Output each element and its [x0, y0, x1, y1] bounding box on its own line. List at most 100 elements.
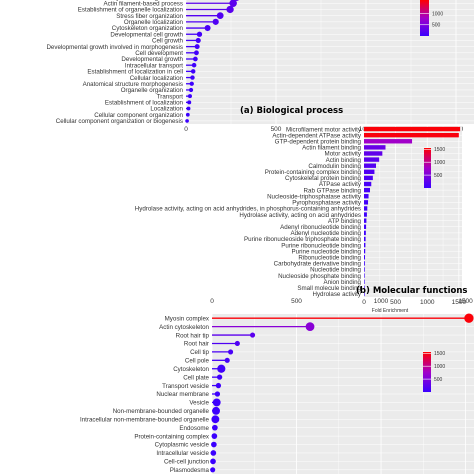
p2-bar — [364, 218, 366, 222]
p3-point — [306, 322, 315, 331]
p3-point — [212, 433, 218, 439]
p1-point — [194, 50, 199, 55]
p2-bar — [364, 280, 365, 284]
p3-point — [213, 398, 221, 406]
p3-point — [212, 407, 220, 415]
p3-legend-tick-label: 1000 — [434, 364, 445, 370]
p2-legend-tick-label: 1500 — [434, 147, 445, 153]
p2-legend-colorbar — [424, 148, 431, 188]
p2-bar — [364, 182, 371, 186]
p3-category-label: Cell pole — [185, 358, 210, 365]
p3-x-tick-label: 1500 — [458, 298, 473, 305]
p3-point — [215, 391, 220, 396]
p3-category-label: Intracellular non-membrane-bounded organ… — [80, 416, 210, 423]
p1-point — [226, 6, 233, 13]
p2-bar — [364, 237, 366, 241]
p2-bar — [364, 200, 368, 204]
p1-x-tick-label: 0 — [184, 126, 188, 133]
p2-bar — [364, 231, 366, 235]
p3-category-label: Non-membrane-bounded organelle — [113, 408, 210, 415]
p2-bar — [364, 176, 373, 180]
p1-point — [197, 32, 202, 37]
p3-point — [211, 415, 219, 423]
p3-category-label: Root hair tip — [176, 332, 210, 339]
p2-bar — [364, 261, 365, 265]
p3-category-label: Plasmodesma — [170, 467, 210, 474]
p3-point — [217, 375, 222, 380]
p1-point — [185, 119, 189, 123]
p2-bar — [364, 206, 367, 210]
p3-category-label: Myosin complex — [165, 315, 210, 322]
p2-bar — [364, 139, 412, 143]
p1-point — [213, 19, 219, 25]
p3-x-tick-label: 500 — [291, 298, 302, 305]
p3-point — [250, 332, 255, 337]
p1-point — [186, 113, 190, 117]
p2-bar — [364, 145, 385, 149]
p2-bar — [364, 255, 365, 259]
p3-category-label: Root hair — [184, 341, 209, 348]
p1-point — [190, 82, 194, 86]
p1-point — [191, 69, 195, 73]
p3-point — [225, 358, 230, 363]
p3-category-label: Cytoplasmic vesicle — [155, 442, 210, 449]
p1-point — [205, 25, 211, 31]
p2-bar — [364, 273, 365, 277]
p1-point — [217, 12, 224, 19]
p2-panel-label: (b) Molecular functions — [356, 286, 467, 296]
p1-legend-tick-label: 500 — [432, 23, 441, 29]
panel-biological-process: Actin cytoskeleton organizationActin fil… — [46, 0, 474, 133]
p1-point — [188, 94, 192, 98]
p1-legend-tick-label: 1000 — [432, 11, 443, 17]
p3-category-label: Cell plate — [183, 374, 209, 381]
p2-bar — [364, 157, 379, 161]
p1-point — [187, 100, 191, 104]
p2-bar — [364, 267, 365, 271]
p3-legend-colorbar — [423, 352, 431, 392]
p3-point — [210, 459, 216, 465]
p2-bar — [364, 243, 365, 247]
p3-category-label: Protein-containing complex — [134, 433, 210, 440]
p3-point — [210, 467, 215, 472]
p2-bar — [364, 249, 365, 253]
p1-panel-label: (a) Biological process — [240, 106, 343, 116]
p3-point — [235, 341, 240, 346]
p1-point — [190, 75, 194, 79]
p3-point — [211, 442, 217, 448]
p3-category-label: Transport vesicle — [162, 383, 209, 390]
p3-legend-tick-label: 500 — [434, 377, 443, 383]
p1-point — [189, 88, 193, 92]
p2-bar — [364, 133, 459, 137]
p3-point — [211, 450, 217, 456]
p2-bar — [364, 194, 369, 198]
p3-legend-tick-label: 1500 — [434, 351, 445, 357]
p3-point — [216, 383, 221, 388]
p1-point — [193, 57, 198, 62]
p3-category-label: Actin cytoskeleton — [159, 324, 209, 331]
p2-bar — [364, 151, 382, 155]
p3-point — [217, 365, 225, 373]
p1-point — [187, 107, 191, 111]
p2-legend-tick-label: 1000 — [434, 160, 445, 166]
p1-point — [196, 38, 201, 43]
p1-point — [192, 63, 197, 68]
p2-legend-tick-label: 500 — [434, 173, 443, 179]
p2-x-tick-label: 500 — [390, 299, 401, 306]
p2-bar — [364, 163, 376, 167]
p2-bar — [364, 225, 366, 229]
p2-x-axis-title: Fold Enrichment — [372, 308, 409, 314]
p3-point — [228, 349, 233, 354]
p3-category-label: Nuclear membrane — [156, 391, 209, 398]
p2-x-tick-label: 0 — [362, 299, 366, 306]
p2-x-tick-label: 1000 — [420, 299, 435, 306]
p2-bar — [364, 127, 460, 131]
p1-category-label: Cellular component organization or bioge… — [56, 118, 183, 125]
p2-category-label: Hydrolase activity — [313, 291, 362, 298]
p3-category-label: Cell-cell junction — [164, 459, 210, 466]
p3-x-tick-label: 1000 — [374, 298, 389, 305]
p3-category-label: Cell tip — [190, 349, 209, 356]
p2-bar — [364, 212, 367, 216]
p3-point — [464, 314, 473, 323]
